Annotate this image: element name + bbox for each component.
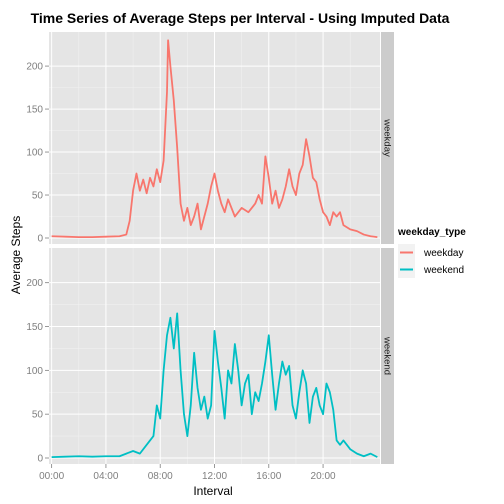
legend-label-weekend: weekend	[423, 265, 464, 276]
x-tick-label: 20:00	[311, 471, 336, 482]
y-tick-label: 50	[32, 410, 44, 421]
legend: weekday_type weekday weekend	[397, 227, 466, 278]
y-tick-label: 100	[26, 366, 43, 377]
y-tick-label: 150	[26, 322, 43, 333]
y-tick-label: 0	[37, 234, 43, 245]
series-line-weekday	[51, 39, 378, 239]
y-tick-label: 200	[26, 278, 43, 289]
y-tick-label: 100	[26, 148, 43, 159]
x-tick-label: 00:00	[39, 471, 64, 482]
strip-label: weekday	[381, 118, 392, 157]
y-tick-label: 200	[26, 62, 43, 73]
chart-title: Time Series of Average Steps per Interva…	[31, 10, 450, 26]
panels: 0 50 100 150 200 weekday 0 50 100 150 200 weekend 00…	[26, 32, 394, 482]
legend-label-weekday: weekday	[423, 248, 463, 259]
y-tick-label: 50	[32, 191, 44, 202]
x-axis-title: Interval	[193, 484, 232, 498]
series-line-weekend	[51, 312, 378, 459]
legend-title: weekday_type	[397, 227, 466, 238]
x-tick-label: 04:00	[93, 471, 118, 482]
strip-background	[381, 248, 394, 464]
strip-label: weekend	[381, 336, 392, 375]
x-tick-label: 08:00	[148, 471, 173, 482]
y-axis-title: Average Steps	[9, 216, 23, 295]
strip-background	[381, 32, 394, 244]
panel-weekday: 0 50 100 150 200 weekday	[26, 32, 394, 245]
legend-items: weekday weekend	[398, 244, 464, 278]
y-tick-label: 0	[37, 454, 43, 465]
panel-weekend: 0 50 100 150 200 weekend 00:00 04:00 08:00 12:00 1…	[26, 248, 394, 482]
x-tick-label: 12:00	[202, 471, 227, 482]
y-tick-label: 150	[26, 105, 43, 116]
x-tick-label: 16:00	[256, 471, 281, 482]
